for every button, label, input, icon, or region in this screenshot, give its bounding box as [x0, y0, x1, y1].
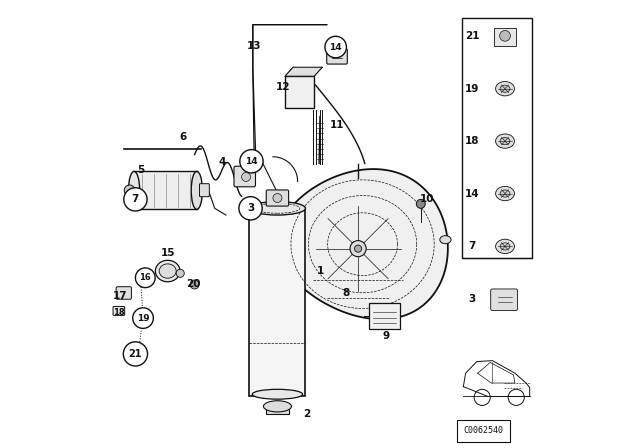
Text: 19: 19: [137, 314, 149, 323]
Text: C0062540: C0062540: [463, 426, 503, 435]
Ellipse shape: [440, 236, 451, 244]
Ellipse shape: [495, 82, 515, 96]
Text: 14: 14: [465, 189, 479, 198]
Bar: [134, 171, 197, 209]
Ellipse shape: [159, 264, 176, 278]
Polygon shape: [285, 67, 323, 76]
Ellipse shape: [156, 260, 180, 282]
Bar: [285, 76, 314, 108]
Text: 7: 7: [132, 194, 139, 204]
Text: 4: 4: [219, 157, 226, 167]
Text: 18: 18: [465, 136, 479, 146]
Text: 21: 21: [465, 31, 479, 41]
Ellipse shape: [495, 239, 515, 254]
Ellipse shape: [500, 138, 510, 145]
Text: 8: 8: [342, 289, 349, 298]
FancyBboxPatch shape: [491, 289, 518, 310]
Text: 3: 3: [468, 294, 476, 304]
Circle shape: [124, 185, 135, 196]
Text: 6: 6: [180, 132, 187, 142]
Circle shape: [350, 241, 366, 257]
Text: 3: 3: [247, 203, 254, 213]
Text: 20: 20: [186, 280, 201, 289]
Text: 11: 11: [330, 120, 344, 129]
Ellipse shape: [500, 243, 510, 250]
Circle shape: [273, 194, 282, 202]
Circle shape: [242, 172, 250, 181]
FancyBboxPatch shape: [266, 190, 289, 206]
Circle shape: [190, 280, 199, 289]
Circle shape: [124, 342, 147, 366]
Circle shape: [500, 30, 510, 41]
Text: 5: 5: [137, 165, 145, 175]
Circle shape: [124, 188, 147, 211]
Ellipse shape: [191, 171, 202, 209]
FancyBboxPatch shape: [234, 166, 255, 187]
Text: 19: 19: [465, 84, 479, 94]
Ellipse shape: [495, 186, 515, 201]
Text: 12: 12: [276, 82, 291, 92]
Ellipse shape: [500, 85, 510, 92]
Text: 1: 1: [316, 266, 324, 276]
FancyBboxPatch shape: [326, 49, 348, 64]
Bar: [250, 208, 305, 396]
Circle shape: [240, 150, 263, 173]
Circle shape: [325, 36, 346, 58]
Ellipse shape: [250, 202, 305, 215]
Text: 13: 13: [247, 41, 261, 51]
Ellipse shape: [500, 190, 510, 197]
Text: 2: 2: [303, 409, 310, 419]
Text: 17: 17: [113, 291, 127, 301]
FancyBboxPatch shape: [200, 184, 209, 197]
Bar: [494, 28, 516, 46]
Bar: [369, 303, 400, 329]
Text: 18: 18: [113, 308, 124, 317]
Circle shape: [136, 268, 155, 288]
Circle shape: [416, 199, 425, 208]
Text: 9: 9: [383, 331, 390, 341]
FancyBboxPatch shape: [113, 306, 125, 315]
Ellipse shape: [129, 171, 140, 209]
Ellipse shape: [264, 401, 291, 412]
Text: 7: 7: [468, 241, 476, 251]
FancyBboxPatch shape: [116, 287, 131, 299]
Circle shape: [176, 269, 184, 277]
Circle shape: [355, 245, 362, 252]
Bar: [266, 404, 289, 414]
Text: 15: 15: [161, 248, 175, 258]
Bar: [463, 18, 532, 258]
Ellipse shape: [495, 134, 515, 148]
Ellipse shape: [252, 389, 303, 399]
Text: 14: 14: [245, 157, 258, 166]
Polygon shape: [277, 169, 448, 319]
Text: 21: 21: [129, 349, 142, 359]
Text: 16: 16: [140, 273, 151, 282]
Text: 10: 10: [420, 194, 435, 204]
Circle shape: [132, 308, 154, 328]
Circle shape: [239, 197, 262, 220]
Text: 14: 14: [330, 43, 342, 52]
